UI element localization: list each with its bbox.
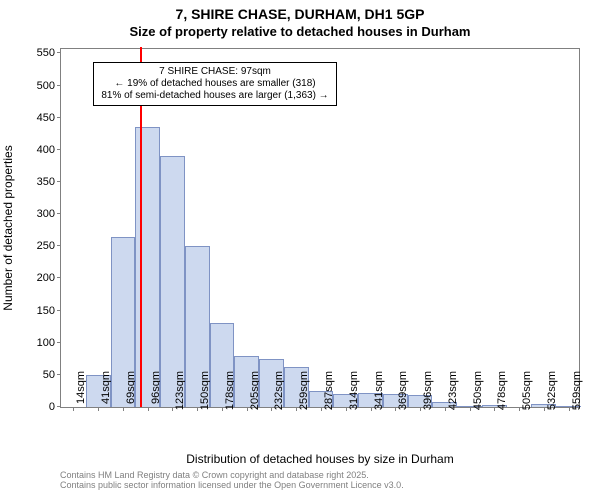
y-tick-mark — [57, 149, 61, 150]
y-tick-mark — [57, 277, 61, 278]
y-tick-mark — [57, 52, 61, 53]
chart-title-main: 7, SHIRE CHASE, DURHAM, DH1 5GP — [0, 6, 600, 22]
x-tick-mark — [222, 407, 223, 411]
chart-footer: Contains HM Land Registry data © Crown c… — [60, 470, 404, 491]
x-tick-mark — [470, 407, 471, 411]
y-tick-mark — [57, 85, 61, 86]
x-tick-mark — [148, 407, 149, 411]
x-tick-mark — [98, 407, 99, 411]
x-tick-mark — [544, 407, 545, 411]
y-tick-label: 400 — [37, 144, 61, 156]
y-tick-mark — [57, 342, 61, 343]
y-tick-label: 550 — [37, 47, 61, 59]
y-tick-mark — [57, 213, 61, 214]
x-tick-label: 559sqm — [571, 371, 583, 413]
y-tick-label: 500 — [37, 80, 61, 92]
y-tick-mark — [57, 310, 61, 311]
x-tick-mark — [346, 407, 347, 411]
y-tick-mark — [57, 245, 61, 246]
histogram-bar — [160, 156, 185, 407]
y-tick-label: 0 — [49, 401, 61, 413]
x-tick-mark — [247, 407, 248, 411]
x-tick-mark — [420, 407, 421, 411]
y-tick-label: 50 — [43, 369, 61, 381]
y-tick-label: 200 — [37, 272, 61, 284]
footer-line-1: Contains HM Land Registry data © Crown c… — [60, 470, 404, 480]
y-tick-mark — [57, 117, 61, 118]
y-tick-label: 150 — [37, 305, 61, 317]
y-tick-label: 100 — [37, 337, 61, 349]
y-axis-label: Number of detached properties — [1, 145, 15, 310]
chart-container: 7, SHIRE CHASE, DURHAM, DH1 5GP Size of … — [0, 0, 600, 500]
annotation-line: ← 19% of detached houses are smaller (31… — [100, 78, 330, 90]
x-tick-mark — [519, 407, 520, 411]
footer-line-2: Contains public sector information licen… — [60, 480, 404, 490]
x-tick-mark — [569, 407, 570, 411]
y-tick-label: 350 — [37, 176, 61, 188]
chart-title-sub: Size of property relative to detached ho… — [0, 24, 600, 39]
y-tick-label: 300 — [37, 208, 61, 220]
y-tick-mark — [57, 374, 61, 375]
x-tick-mark — [371, 407, 372, 411]
x-tick-mark — [123, 407, 124, 411]
x-tick-label: 478sqm — [496, 371, 508, 413]
plot-area: 05010015020025030035040045050055014sqm41… — [60, 48, 580, 408]
y-tick-mark — [57, 181, 61, 182]
y-tick-mark — [57, 406, 61, 407]
histogram-bar — [135, 127, 160, 407]
annotation-line: 81% of semi-detached houses are larger (… — [100, 90, 330, 102]
x-tick-mark — [321, 407, 322, 411]
x-axis-label: Distribution of detached houses by size … — [60, 452, 580, 466]
annotation-line: 7 SHIRE CHASE: 97sqm — [100, 66, 330, 78]
y-tick-label: 450 — [37, 112, 61, 124]
x-tick-mark — [445, 407, 446, 411]
annotation-box: 7 SHIRE CHASE: 97sqm← 19% of detached ho… — [93, 62, 337, 106]
y-tick-label: 250 — [37, 240, 61, 252]
